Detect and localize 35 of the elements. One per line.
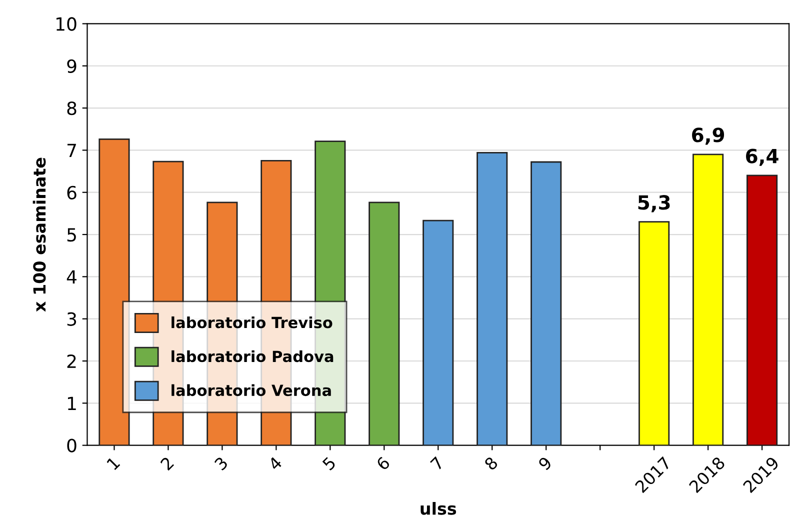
x-tick-label: 5 [322,456,336,471]
data-label: 6,9 [692,128,724,145]
x-tick-label: 4 [268,456,283,471]
x-tick-label: 1 [106,456,120,470]
legend-label: laboratorio Verona [172,384,331,396]
y-tick-label: 10 [56,17,76,31]
y-tick-label: 3 [67,312,76,326]
data-label: 6,4 [746,148,778,166]
y-tick-label: 2 [67,354,76,368]
y-tick-label: 0 [67,438,76,452]
bar [422,220,454,446]
x-tick-label: 9 [538,456,552,471]
x-tick-label: 8 [484,456,498,471]
y-tick-label: 8 [67,101,76,116]
y-tick-label: 9 [67,59,76,73]
bar [746,174,778,446]
y-axis-title: x 100 esaminate [32,158,46,312]
bar [476,152,508,446]
x-tick-label: 6 [376,456,391,471]
bar [530,161,562,446]
y-tick-label: 4 [66,270,76,284]
x-tick-label: 3 [214,456,228,471]
y-tick-label: 7 [68,144,76,158]
legend-label: laboratorio Padova [172,350,334,362]
x-tick-label: 7 [430,456,444,471]
bar [638,221,670,446]
data-label: 5,3 [638,195,670,212]
x-tick-label: 2 [160,456,174,471]
y-tick-label: 1 [68,396,76,410]
y-tick-label: 6 [67,186,76,200]
bar [368,202,400,446]
x-axis-title: ulss [420,502,456,515]
bar [692,154,724,446]
legend-label: laboratorio Treviso [172,316,332,328]
y-tick-label: 5 [67,228,76,242]
